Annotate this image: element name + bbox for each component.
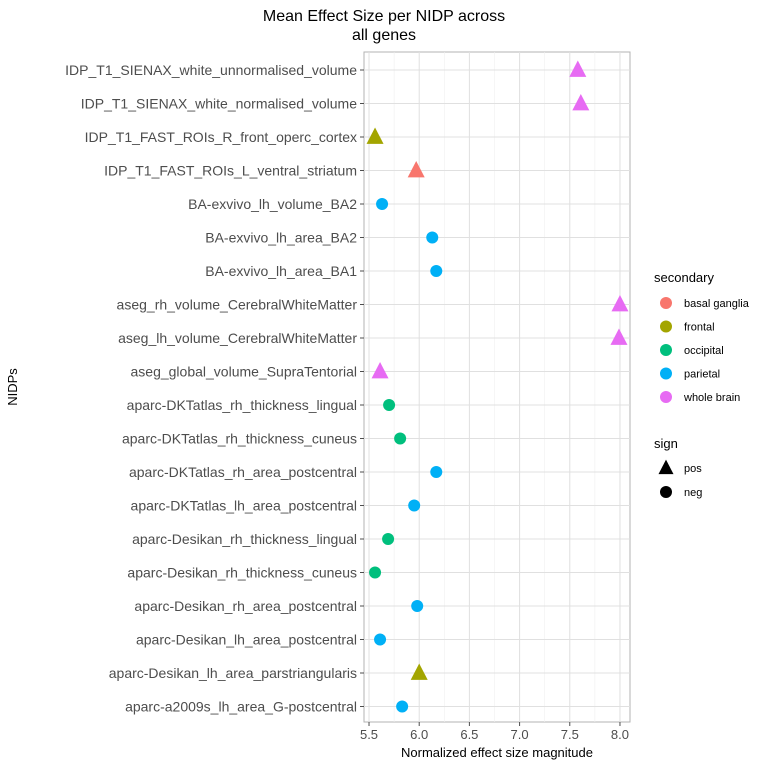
legend-label-sign-pos: pos xyxy=(684,463,702,475)
point-idp-t1-fast-rois-r-front-operc-cortex xyxy=(366,127,384,144)
y-tick-label: aparc-a2009s_lh_area_G-postcentral xyxy=(125,699,357,715)
grid-lines xyxy=(364,52,630,722)
legend-key-basal-ganglia xyxy=(660,297,672,309)
y-tick-label: aseg_lh_volume_CerebralWhiteMatter xyxy=(118,330,357,346)
x-tick-label: 6.0 xyxy=(410,727,428,742)
data-points xyxy=(366,60,629,713)
point-aparc-desikan-rh-area-postcentral xyxy=(411,600,424,612)
y-tick-label: aparc-Desikan_rh_thickness_lingual xyxy=(132,531,357,547)
legend-key-occipital xyxy=(660,344,672,356)
x-axis-label: Normalized effect size magnitude xyxy=(401,745,593,760)
legend-label-frontal: frontal xyxy=(684,322,715,334)
point-aparc-desikan-rh-thickness-lingual xyxy=(382,533,395,545)
point-aparc-desikan-lh-area-parstriangularis xyxy=(410,663,428,680)
legend-label-whole-brain: whole brain xyxy=(683,392,740,404)
legend-key-frontal xyxy=(660,320,672,333)
y-tick-label: aseg_rh_volume_CerebralWhiteMatter xyxy=(117,297,358,313)
y-tick-label: aparc-DKTatlas_lh_area_postcentral xyxy=(131,498,357,514)
y-axis-label: NIDPs xyxy=(5,368,20,406)
legend-label-basal-ganglia: basal ganglia xyxy=(684,298,750,310)
x-tick-label: 7.5 xyxy=(561,727,579,742)
y-axis-tick-labels: IDP_T1_SIENAX_white_unnormalised_volume I… xyxy=(65,62,364,715)
x-axis-tick-labels: 5.5 6.0 6.5 7.0 7.5 8.0 xyxy=(360,722,629,742)
legend-key-whole-brain xyxy=(660,391,672,403)
point-ba-exvivo-lh-area-ba1 xyxy=(430,265,443,277)
x-tick-label: 5.5 xyxy=(360,727,378,742)
point-aparc-dktatlas-lh-area-postcentral xyxy=(408,499,421,512)
point-aparc-dktatlas-rh-thickness-lingual xyxy=(383,399,396,411)
point-aseg-global-volume-supratentorial xyxy=(371,362,389,379)
x-tick-label: 6.5 xyxy=(460,727,478,742)
plot-panel xyxy=(363,51,631,723)
point-idp-t1-sienax-white-unnormalised-volume xyxy=(569,60,587,77)
legend-secondary-title: secondary xyxy=(654,270,714,285)
x-tick-label: 7.0 xyxy=(511,727,529,742)
legend-label-sign-neg: neg xyxy=(684,487,702,499)
legend-label-parietal: parietal xyxy=(684,369,720,381)
legend-label-occipital: occipital xyxy=(684,345,724,357)
y-tick-label: IDP_T1_SIENAX_white_unnormalised_volume xyxy=(65,62,357,78)
y-tick-label: aseg_global_volume_SupraTentorial xyxy=(131,364,358,380)
point-ba-exvivo-lh-area-ba2 xyxy=(426,231,439,244)
y-tick-label: IDP_T1_SIENAX_white_normalised_volume xyxy=(81,96,357,112)
legend-key-parietal xyxy=(660,367,672,380)
point-idp-t1-sienax-white-normalised-volume xyxy=(572,94,590,111)
point-aparc-a2009s-lh-area-g-postcentral xyxy=(396,700,409,713)
point-aparc-desikan-rh-thickness-cuneus xyxy=(369,566,382,579)
point-aparc-dktatlas-rh-area-postcentral xyxy=(430,466,443,478)
y-tick-label: aparc-Desikan_rh_area_postcentral xyxy=(134,598,357,614)
point-aparc-dktatlas-rh-thickness-cuneus xyxy=(394,432,407,445)
y-tick-label: BA-exvivo_lh_area_BA1 xyxy=(205,263,357,279)
legend-key-sign-pos xyxy=(658,459,674,475)
y-tick-label: aparc-DKTatlas_rh_thickness_lingual xyxy=(127,397,357,413)
y-tick-label: IDP_T1_FAST_ROIs_L_ventral_striatum xyxy=(104,163,357,179)
x-tick-label: 8.0 xyxy=(611,727,629,742)
y-tick-label: BA-exvivo_lh_area_BA2 xyxy=(205,230,357,246)
chart-title-line-1: Mean Effect Size per NIDP across xyxy=(263,8,505,25)
y-tick-label: IDP_T1_FAST_ROIs_R_front_operc_cortex xyxy=(85,129,357,145)
legend-sign-title: sign xyxy=(654,436,678,451)
y-tick-label: aparc-Desikan_lh_area_postcentral xyxy=(136,632,357,648)
point-aseg-lh-volume-cerebralwhitematter xyxy=(610,328,628,345)
y-tick-label: aparc-Desikan_lh_area_parstriangularis xyxy=(109,665,357,681)
legend-key-sign-neg xyxy=(660,486,672,498)
point-ba-exvivo-lh-volume-ba2 xyxy=(376,198,389,210)
chart-title-line-2: all genes xyxy=(352,27,416,44)
y-tick-label: aparc-Desikan_rh_thickness_cuneus xyxy=(127,565,357,581)
point-idp-t1-fast-rois-l-ventral-striatum xyxy=(407,161,425,178)
y-tick-label: aparc-DKTatlas_rh_area_postcentral xyxy=(129,464,357,480)
point-aparc-desikan-lh-area-postcentral xyxy=(374,633,387,646)
point-aseg-rh-volume-cerebralwhitematter xyxy=(611,295,629,312)
y-tick-label: aparc-DKTatlas_rh_thickness_cuneus xyxy=(122,431,357,447)
legend: secondary sign basal ganglia frontal occip… xyxy=(654,270,750,499)
y-tick-label: BA-exvivo_lh_volume_BA2 xyxy=(188,196,357,212)
